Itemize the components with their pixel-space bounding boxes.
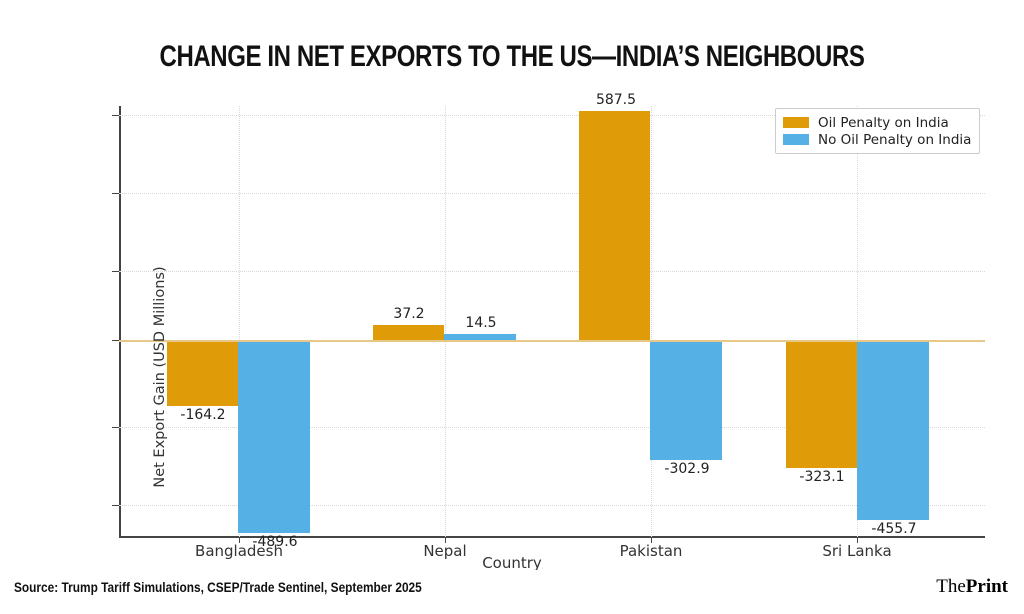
plot-area: -164.2 -489.6 37.2 14.5 587.5 -302.9 -32… [119,92,985,550]
x-tick-label-nepal: Nepal [423,542,467,560]
y-tick-mark-minus-400 [112,505,119,506]
vgridline-bangladesh [239,106,240,537]
y-axis-title: Net Export Gain (USD Millions) [152,266,168,488]
y-tick-mark-400 [112,193,119,194]
bar-bangladesh-no-oil-penalty[interactable] [238,342,310,533]
legend-item-no-oil-penalty[interactable]: No Oil Penalty on India [783,131,971,148]
x-tick-mark-pakistan [651,538,652,543]
bar-sri-lanka-no-oil-penalty[interactable] [857,342,929,520]
bar-label-pakistan-no-oil-penalty: -302.9 [664,461,710,477]
x-tick-label-pakistan: Pakistan [619,542,683,560]
legend-label-oil-penalty: Oil Penalty on India [818,114,949,131]
bar-pakistan-no-oil-penalty[interactable] [650,342,722,460]
bar-label-sri-lanka-oil-penalty: -323.1 [799,469,845,485]
legend-item-oil-penalty[interactable]: Oil Penalty on India [783,114,971,131]
zero-baseline [119,340,985,342]
source-note: Source: Trump Tariff Simulations, CSEP/T… [14,580,422,595]
vgridline-sri-lanka [857,106,858,537]
bar-label-bangladesh-oil-penalty: -164.2 [180,407,226,423]
bar-label-sri-lanka-no-oil-penalty: -455.7 [871,521,917,537]
bar-bangladesh-oil-penalty[interactable] [167,342,238,406]
x-tick-label-bangladesh: Bangladesh [195,542,283,560]
bar-label-nepal-oil-penalty: 37.2 [393,306,425,322]
x-tick-label-sri-lanka: Sri Lanka [822,542,892,560]
gridline-400 [119,193,985,194]
x-axis-title: Country [482,554,542,572]
y-tick-mark-0 [112,340,119,341]
bar-label-bangladesh-no-oil-penalty: -489.6 [252,534,298,550]
bar-label-pakistan-oil-penalty: 587.5 [595,92,637,108]
gridline-600 [119,115,985,116]
bar-label-nepal-no-oil-penalty: 14.5 [465,315,497,331]
y-tick-mark-600 [112,115,119,116]
gridline-200 [119,271,985,272]
y-tick-mark-minus-200 [112,427,119,428]
bar-sri-lanka-oil-penalty[interactable] [786,342,857,468]
legend-swatch-no-oil-penalty [783,134,809,145]
gridline-minus-400 [119,505,985,506]
vgridline-pakistan [651,106,652,537]
x-axis-spine [119,536,985,538]
bar-nepal-no-oil-penalty[interactable] [444,334,516,340]
bar-nepal-oil-penalty[interactable] [373,325,444,340]
legend-label-no-oil-penalty: No Oil Penalty on India [818,131,972,148]
x-tick-mark-sri-lanka [857,538,858,543]
page-title: CHANGE IN NET EXPORTS TO THE US—INDIA’S … [159,40,865,73]
theprint-logo: ThePrint [936,576,1008,598]
vgridline-nepal [445,106,446,537]
chart-legend[interactable]: Oil Penalty on India No Oil Penalty on I… [775,108,981,154]
bar-pakistan-oil-penalty[interactable] [579,111,650,340]
legend-swatch-oil-penalty [783,117,809,128]
footer-divider [0,570,1024,571]
brand-the-text: The [936,576,966,597]
brand-print-text: Print [965,576,1008,597]
y-tick-mark-200 [112,271,119,272]
gridline-minus-200 [119,427,985,428]
x-tick-mark-nepal [445,538,446,543]
y-axis-spine [119,106,121,538]
x-tick-mark-bangladesh [239,538,240,543]
